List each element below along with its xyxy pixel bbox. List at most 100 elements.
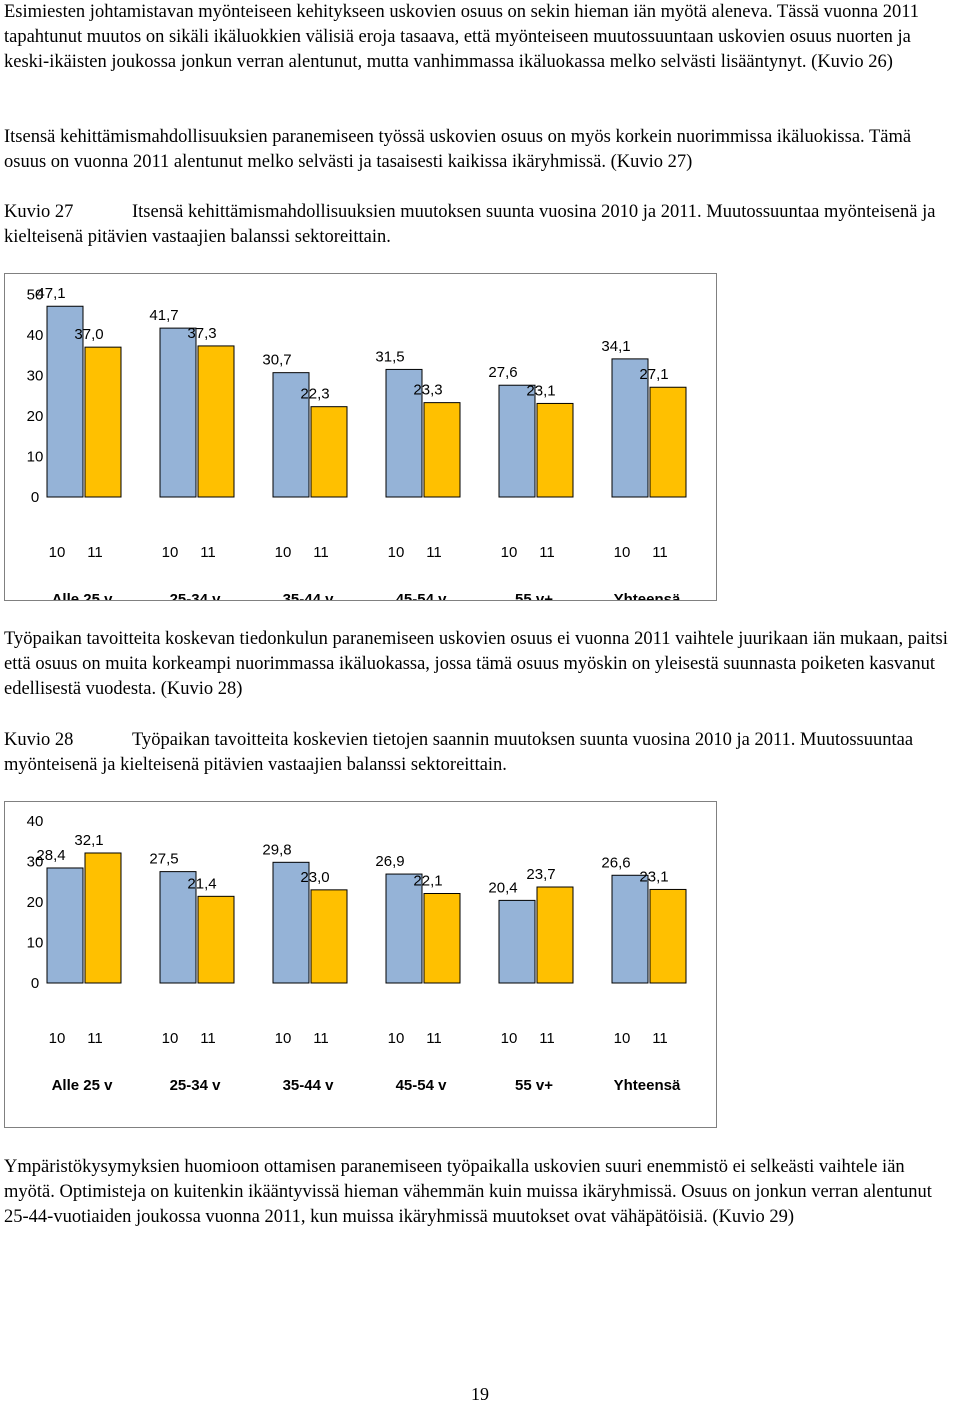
year-label: 10 xyxy=(162,1030,179,1047)
category-label: Yhteensä xyxy=(614,1077,681,1094)
data-label-2010: 27,5 xyxy=(149,851,178,868)
year-label: 11 xyxy=(426,544,442,561)
data-label-2010: 29,8 xyxy=(262,841,291,858)
year-label: 11 xyxy=(200,544,216,561)
y-tick-label: 10 xyxy=(27,935,44,952)
category-label: 45-54 v xyxy=(396,1077,448,1094)
data-label-2010: 31,5 xyxy=(375,348,404,365)
data-label-2010: 26,9 xyxy=(375,853,404,870)
y-tick-label: 20 xyxy=(27,894,44,911)
year-label: 10 xyxy=(162,544,179,561)
data-label-2011: 22,1 xyxy=(413,872,442,889)
y-tick-label: 40 xyxy=(27,813,44,830)
caption-number: Kuvio 28 xyxy=(4,730,74,750)
data-label-2010: 28,4 xyxy=(36,847,65,864)
year-label: 11 xyxy=(87,1030,103,1047)
category-label: Alle 25 v xyxy=(52,1077,114,1094)
caption-kuvio-28: Kuvio 28 Työpaikan tavoitteita koskevien … xyxy=(4,728,956,778)
bar-2010 xyxy=(159,871,197,984)
year-label: 11 xyxy=(313,544,329,561)
year-label: 11 xyxy=(652,1030,668,1047)
bar-2010 xyxy=(385,873,423,984)
bar-2010 xyxy=(611,874,649,984)
bar-2010 xyxy=(46,867,84,984)
data-label-2011: 37,0 xyxy=(74,326,103,343)
paragraph-kuvio-27: Itsensä kehittämismahdollisuuksien paran… xyxy=(4,127,912,172)
bar-2010 xyxy=(159,327,197,498)
paragraph-kuvio-28: Työpaikan tavoitteita koskevan tiedonkul… xyxy=(4,629,948,699)
bar-2011 xyxy=(310,406,348,498)
bar-2011 xyxy=(84,852,122,984)
category-label: 25-34 v xyxy=(170,1077,222,1094)
y-tick-label: 50 xyxy=(27,287,44,304)
bar-2010 xyxy=(46,305,84,498)
data-label-2011: 23,1 xyxy=(526,382,555,399)
y-tick-label: 30 xyxy=(27,854,44,871)
year-label: 10 xyxy=(501,544,518,561)
bar-2010 xyxy=(272,861,310,984)
data-label-2011: 37,3 xyxy=(187,325,216,342)
bar-2010 xyxy=(272,372,310,498)
data-label-2011: 21,4 xyxy=(187,875,216,892)
data-label-2011: 27,1 xyxy=(639,366,668,383)
category-label: Alle 25 v xyxy=(52,591,114,600)
year-label: 11 xyxy=(200,1030,216,1047)
year-label: 11 xyxy=(87,544,103,561)
data-label-2010: 34,1 xyxy=(601,338,630,355)
bar-2011 xyxy=(536,402,574,498)
bar-2010 xyxy=(498,384,536,498)
year-label: 10 xyxy=(388,1030,405,1047)
year-label: 11 xyxy=(652,544,668,561)
data-label-2011: 23,3 xyxy=(413,382,442,399)
category-label: 35-44 v xyxy=(283,591,335,600)
caption-text: Itsensä kehittämismahdollisuuksien muuto… xyxy=(4,202,936,247)
year-label: 10 xyxy=(49,544,66,561)
year-label: 10 xyxy=(49,1030,66,1047)
paragraph-kuvio-26: Esimiesten johtamistavan myönteiseen keh… xyxy=(4,2,920,72)
y-tick-label: 40 xyxy=(27,327,44,344)
year-label: 11 xyxy=(426,1030,442,1047)
page-number: 19 xyxy=(471,1384,489,1404)
paragraph-kuvio-29: Ympäristökysymyksien huomioon ottamisen … xyxy=(4,1157,932,1227)
year-label: 10 xyxy=(275,1030,292,1047)
y-tick-label: 0 xyxy=(31,489,39,506)
data-label-2011: 32,1 xyxy=(74,832,103,849)
data-label-2010: 27,6 xyxy=(488,364,517,381)
data-label-2011: 22,3 xyxy=(300,386,329,403)
y-tick-label: 0 xyxy=(31,975,39,992)
bar-2011 xyxy=(310,889,348,984)
data-label-2010: 47,1 xyxy=(36,285,65,302)
data-label-2011: 23,7 xyxy=(526,866,555,883)
bar-2011 xyxy=(197,345,235,498)
y-tick-label: 20 xyxy=(27,408,44,425)
bar-2010 xyxy=(498,899,536,984)
data-label-2011: 23,0 xyxy=(300,869,329,886)
y-tick-label: 30 xyxy=(27,368,44,385)
year-label: 10 xyxy=(614,544,631,561)
y-tick-label: 10 xyxy=(27,449,44,466)
category-label: Yhteensä xyxy=(614,591,681,600)
year-label: 10 xyxy=(614,1030,631,1047)
year-label: 11 xyxy=(539,544,555,561)
bar-2011 xyxy=(649,888,687,984)
bar-2011 xyxy=(197,895,235,984)
bar-2011 xyxy=(84,346,122,498)
data-label-2010: 41,7 xyxy=(149,307,178,324)
year-label: 10 xyxy=(501,1030,518,1047)
bar-2011 xyxy=(423,402,461,498)
category-label: 55 v+ xyxy=(515,591,553,600)
category-label: 25-34 v xyxy=(170,591,222,600)
year-label: 11 xyxy=(539,1030,555,1047)
bar-2011 xyxy=(536,886,574,984)
bar-2010 xyxy=(385,368,423,498)
chart-kuvio-27: 0 10 20 30 40 50 47,1 37,0 10 11 Alle 25 v 41,7 37,3… xyxy=(4,273,717,601)
category-label: 45-54 v xyxy=(396,591,448,600)
year-label: 10 xyxy=(275,544,292,561)
caption-kuvio-27: Kuvio 27 Itsensä kehittämismahdollisuuksi… xyxy=(4,200,956,250)
data-label-2010: 26,6 xyxy=(601,854,630,871)
data-label-2010: 20,4 xyxy=(488,879,517,896)
year-label: 11 xyxy=(313,1030,329,1047)
